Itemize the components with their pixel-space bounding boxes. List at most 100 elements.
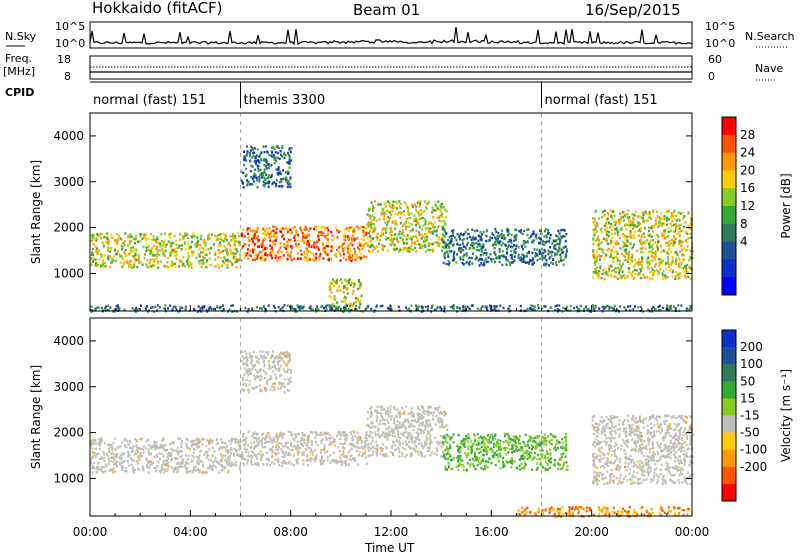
data-cell <box>394 427 396 429</box>
data-cell <box>181 307 183 309</box>
data-cell <box>103 460 105 462</box>
data-cell <box>390 408 392 410</box>
data-cell <box>196 245 198 247</box>
data-cell <box>126 440 128 442</box>
data-cell <box>411 305 413 307</box>
data-cell <box>357 227 359 229</box>
data-cell <box>287 454 289 456</box>
data-cell <box>666 304 668 306</box>
colorbar-swatch <box>722 242 736 260</box>
data-cell <box>539 249 541 251</box>
data-cell <box>621 215 623 217</box>
data-cell <box>278 306 280 308</box>
data-cell <box>221 239 223 241</box>
data-cell <box>415 224 417 226</box>
data-cell <box>148 245 150 247</box>
data-cell <box>256 179 258 181</box>
data-cell <box>393 201 395 203</box>
data-cell <box>361 248 363 250</box>
data-cell <box>344 228 346 230</box>
data-cell <box>354 460 356 462</box>
data-cell <box>649 213 651 215</box>
data-cell <box>397 420 399 422</box>
data-cell <box>327 233 329 235</box>
data-cell <box>599 255 601 257</box>
data-cell <box>612 308 614 310</box>
data-cell <box>157 266 159 268</box>
data-cell <box>304 234 306 236</box>
data-cell <box>266 177 268 179</box>
data-cell <box>280 246 282 248</box>
data-cell <box>132 255 134 257</box>
data-cell <box>303 451 305 453</box>
data-cell <box>212 461 214 463</box>
data-cell <box>321 449 323 451</box>
data-cell <box>252 166 254 168</box>
data-cell <box>377 233 379 235</box>
data-cell <box>323 448 325 450</box>
data-cell <box>680 224 682 226</box>
data-cell <box>510 250 512 252</box>
data-cell <box>226 248 228 250</box>
data-cell <box>268 182 270 184</box>
data-cell <box>651 255 653 257</box>
data-cell <box>115 260 117 262</box>
data-cell <box>474 230 476 232</box>
data-cell <box>200 460 202 462</box>
data-cell <box>217 442 219 444</box>
data-cell <box>535 252 537 254</box>
data-cell <box>350 431 352 433</box>
data-cell <box>127 460 129 462</box>
data-cell <box>242 229 244 231</box>
data-cell <box>593 237 595 239</box>
data-cell <box>200 261 202 263</box>
data-cell <box>631 221 633 223</box>
data-cell <box>303 306 305 308</box>
data-cell <box>348 463 350 465</box>
data-cell <box>293 439 295 441</box>
data-cell <box>99 448 101 450</box>
data-cell <box>321 234 323 236</box>
data-cell <box>155 467 157 469</box>
data-cell <box>327 456 329 458</box>
data-cell <box>444 208 446 210</box>
data-cell <box>233 248 235 250</box>
data-cell <box>242 245 244 247</box>
data-cell <box>608 306 610 308</box>
data-cell <box>336 301 338 303</box>
data-cell <box>180 462 182 464</box>
data-cell <box>628 251 630 253</box>
data-cell <box>645 212 647 214</box>
data-cell <box>340 259 342 261</box>
data-cell <box>197 468 199 470</box>
data-cell <box>170 448 172 450</box>
data-cell <box>660 251 662 253</box>
data-cell <box>394 435 396 437</box>
data-cell <box>482 264 484 266</box>
data-cell <box>242 439 244 441</box>
data-cell <box>312 259 314 261</box>
data-cell <box>652 269 654 271</box>
data-cell <box>93 235 95 237</box>
data-cell <box>159 306 161 308</box>
data-cell <box>396 237 398 239</box>
data-cell <box>287 230 289 232</box>
data-cell <box>449 236 451 238</box>
data-cell <box>513 244 515 246</box>
data-cell <box>422 244 424 246</box>
data-cell <box>148 471 150 473</box>
data-cell <box>481 233 483 235</box>
data-cell <box>529 259 531 261</box>
data-cell <box>398 205 400 207</box>
data-cell <box>442 226 444 228</box>
data-cell <box>432 216 434 218</box>
data-cell <box>523 255 525 257</box>
data-cell <box>287 173 289 175</box>
data-cell <box>308 250 310 252</box>
data-cell <box>652 209 654 211</box>
data-cell <box>355 305 357 307</box>
data-cell <box>667 256 669 258</box>
data-cell <box>340 443 342 445</box>
data-cell <box>258 155 260 157</box>
data-cell <box>174 263 176 265</box>
